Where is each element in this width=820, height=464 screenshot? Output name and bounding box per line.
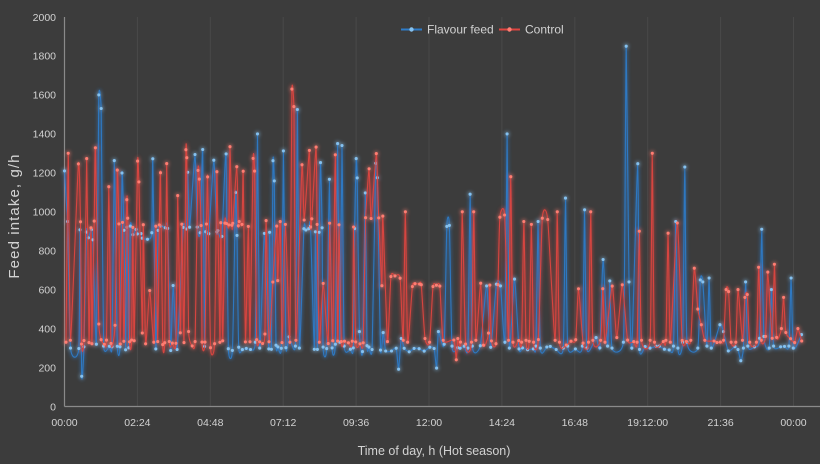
svg-text:21:36: 21:36 bbox=[707, 417, 733, 429]
svg-text:00:00: 00:00 bbox=[51, 417, 77, 429]
svg-text:09:36: 09:36 bbox=[343, 417, 369, 429]
svg-text:400: 400 bbox=[38, 323, 56, 335]
svg-text:200: 200 bbox=[38, 362, 56, 374]
svg-text:16:48: 16:48 bbox=[562, 417, 588, 429]
svg-text:Time of day, h (Hot season): Time of day, h (Hot season) bbox=[358, 444, 511, 458]
svg-text:Feed intake, g/h: Feed intake, g/h bbox=[6, 153, 23, 278]
svg-text:1600: 1600 bbox=[33, 90, 57, 102]
svg-text:Flavour feed: Flavour feed bbox=[427, 23, 494, 37]
svg-text:04:48: 04:48 bbox=[197, 417, 223, 429]
svg-text:2000: 2000 bbox=[33, 12, 57, 24]
svg-text:07:12: 07:12 bbox=[270, 417, 296, 429]
svg-text:00:00: 00:00 bbox=[780, 417, 806, 429]
svg-text:14:24: 14:24 bbox=[489, 417, 515, 429]
svg-text:12:00: 12:00 bbox=[416, 417, 442, 429]
svg-text:800: 800 bbox=[38, 246, 56, 258]
svg-text:1400: 1400 bbox=[33, 129, 57, 141]
svg-text:1800: 1800 bbox=[33, 51, 57, 63]
svg-text:600: 600 bbox=[38, 284, 56, 296]
svg-text:1200: 1200 bbox=[33, 168, 57, 180]
svg-text:19:12:00: 19:12:00 bbox=[627, 417, 668, 429]
svg-text:02:24: 02:24 bbox=[124, 417, 150, 429]
svg-text:Control: Control bbox=[525, 23, 564, 37]
svg-text:0: 0 bbox=[50, 401, 56, 413]
svg-text:1000: 1000 bbox=[33, 207, 57, 219]
